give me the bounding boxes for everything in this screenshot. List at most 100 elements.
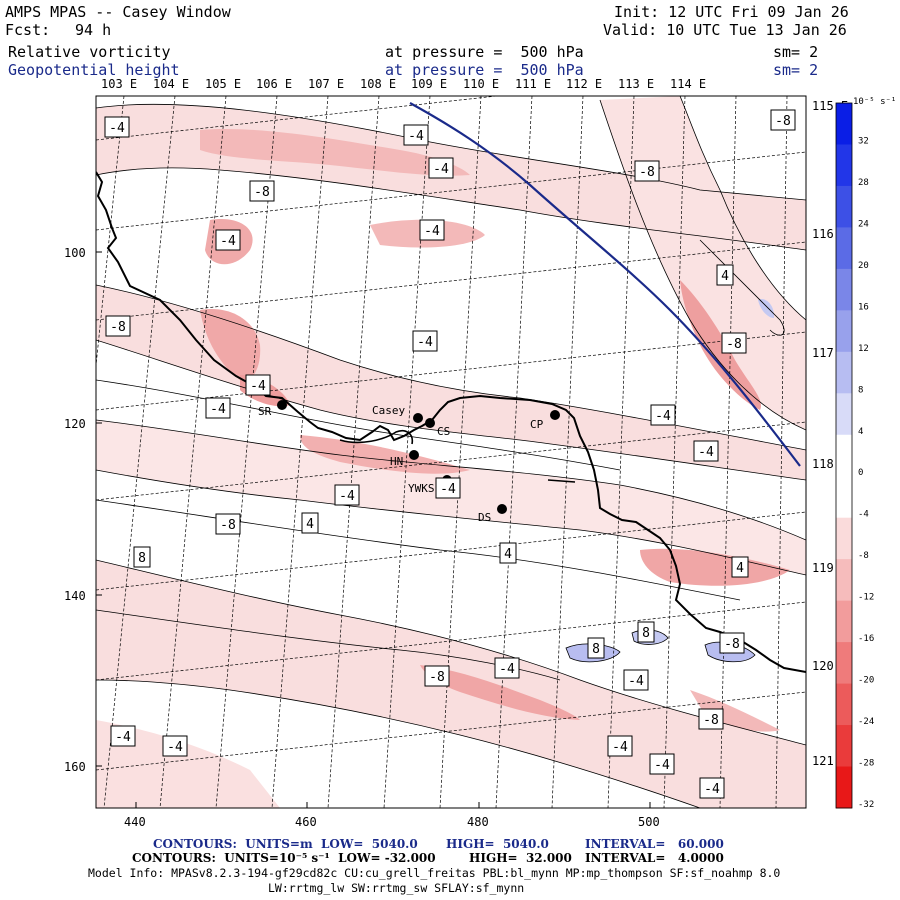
- colorbar-swatch: [836, 351, 852, 394]
- colorbar-swatch: [836, 144, 852, 187]
- station-label: DS: [478, 511, 491, 524]
- contour-label: -4: [433, 162, 449, 177]
- contour-label-box: [770, 109, 796, 131]
- colorbar-label: 4: [858, 427, 863, 437]
- contour-label: 4: [504, 547, 512, 562]
- contour-label-box: [215, 229, 241, 251]
- contour-line: [679, 96, 806, 321]
- contour-label-box: [412, 330, 438, 352]
- colorbar-unit: 10⁻⁵ s⁻¹: [853, 97, 896, 107]
- contour-label: -4: [499, 662, 515, 677]
- meridian-line: [327, 96, 380, 808]
- station-dot: [425, 418, 435, 428]
- contour-label-box: [334, 484, 360, 506]
- vorticity-band: [200, 309, 261, 381]
- colorbar-label: 0: [858, 468, 863, 478]
- colorbar-label: -12: [858, 593, 874, 603]
- contours-line2-b: HIGH= 32.000: [469, 851, 572, 865]
- contour-label: -8: [639, 165, 655, 180]
- map-title: AMPS MPAS -- Casey Window: [5, 3, 231, 21]
- contour-label-box: [205, 397, 231, 419]
- contour-label-box: [693, 440, 719, 462]
- contour-label: -8: [724, 637, 740, 652]
- colorbar-swatch: [836, 393, 852, 436]
- contour-label-box: [698, 708, 724, 730]
- colorbar-frame: [835, 102, 853, 809]
- contour-label: 4: [721, 269, 729, 284]
- contour-label: -4: [408, 129, 424, 144]
- contour-label: -8: [254, 185, 270, 200]
- colorbar-swatch: [836, 185, 852, 228]
- contour-label: 4: [736, 561, 744, 576]
- contour-label: 8: [138, 551, 146, 566]
- colorbar-swatch: [836, 476, 852, 519]
- contour-line: [96, 679, 701, 808]
- contour-label-box: [419, 219, 445, 241]
- meridian-line: [775, 96, 788, 808]
- colorbar-swatch: [836, 642, 852, 685]
- station-label: YWKS: [408, 482, 435, 495]
- vorticity-band: [200, 129, 470, 176]
- contours-line1-a: CONTOURS: UNITS=m LOW= 5040.0: [153, 837, 418, 851]
- colorbar-label: -32: [858, 800, 874, 810]
- meridian-line: [439, 96, 482, 808]
- contour-label: -8: [220, 518, 236, 533]
- meridian-line: [551, 96, 584, 808]
- vorticity-band: [96, 720, 280, 808]
- contour-label-box: [699, 777, 725, 799]
- model-info-2: LW:rrtmg_lw SW:rrtmg_sw SFLAY:sf_mynn: [268, 881, 525, 895]
- contour-label: -4: [250, 379, 266, 394]
- parallel-line: [96, 241, 806, 321]
- forecast-label: Fcst:: [5, 21, 51, 39]
- x-tick-label: 500: [638, 815, 660, 829]
- colorbar-label: 28: [858, 178, 869, 188]
- contour-label: -4: [612, 740, 628, 755]
- x-tick-label: 440: [124, 815, 146, 829]
- colorbar-label: -8: [858, 551, 869, 561]
- meridian-line: [607, 96, 635, 808]
- station-dot: [413, 413, 423, 423]
- contour-label-box: [731, 556, 749, 578]
- geopotential-height-contour: [409, 102, 801, 467]
- top-lon-label: 112 E: [566, 77, 603, 91]
- contour-label: -4: [167, 740, 183, 755]
- contour-label-box: [650, 404, 676, 426]
- contour-label: -4: [339, 489, 355, 504]
- colorbar-swatch: [836, 600, 852, 643]
- contour-label: -4: [417, 335, 433, 350]
- y-tick-label: 120: [64, 417, 86, 431]
- colorbar-swatch: [836, 268, 852, 311]
- parallel-line: [96, 331, 806, 411]
- contour-label: 8: [642, 626, 650, 641]
- y-tick-label: 100: [64, 246, 86, 260]
- colorbar-label: 32: [858, 136, 869, 146]
- meridian-line: [663, 96, 686, 808]
- top-lon-label: 108 E: [360, 77, 397, 91]
- contour-label: -4: [210, 402, 226, 417]
- contour-label-box: [110, 725, 136, 747]
- contour-label-box: [499, 542, 517, 564]
- station-dot: [550, 410, 560, 420]
- contour-label-box: [721, 332, 747, 354]
- top-lon-label: 110 E: [463, 77, 500, 91]
- contours-line2-c: INTERVAL= 4.0000: [585, 851, 724, 865]
- contour-label: -8: [726, 337, 742, 352]
- contour-label: -8: [775, 114, 791, 129]
- meridian-line: [159, 96, 227, 808]
- colorbar-label: -16: [858, 634, 874, 644]
- contour-label-box: [162, 735, 188, 757]
- station-label: CP: [530, 418, 544, 431]
- colorbar-label: 20: [858, 261, 869, 271]
- contour-label-box: [587, 637, 605, 659]
- contour-label-box: [104, 116, 130, 138]
- station-dot: [277, 400, 287, 410]
- contour-label-box: [719, 632, 745, 654]
- vorticity-band: [690, 690, 780, 732]
- contour-label-box: [623, 669, 649, 691]
- vorticity-band: [420, 665, 580, 720]
- parallel-line: [96, 96, 500, 141]
- colorbar-label: -20: [858, 676, 874, 686]
- station-label: CS: [437, 425, 450, 438]
- parallel-line: [96, 151, 806, 231]
- axis-ticks: [96, 251, 651, 808]
